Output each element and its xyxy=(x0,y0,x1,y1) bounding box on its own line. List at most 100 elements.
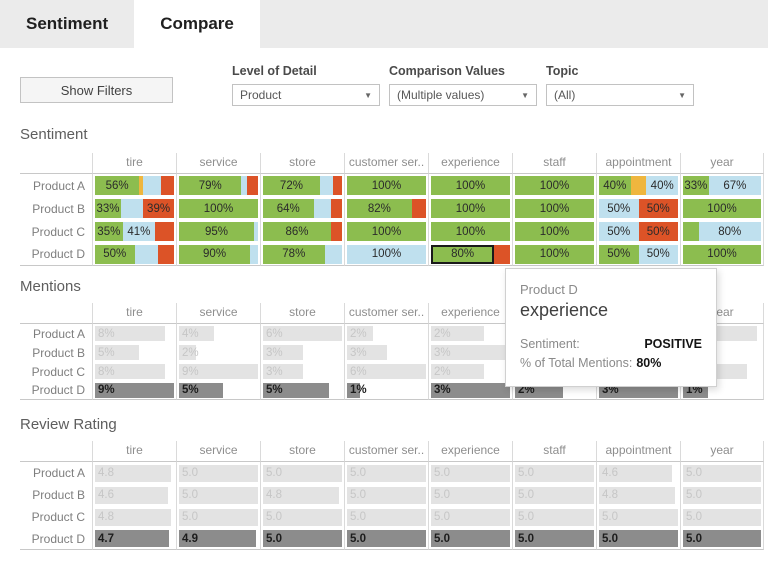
table-cell[interactable]: 5% xyxy=(260,381,344,400)
table-cell[interactable]: 4.8 xyxy=(92,506,176,528)
sentiment-bar-segment[interactable]: 100% xyxy=(347,244,426,264)
table-cell[interactable]: 100% xyxy=(428,220,512,243)
table-cell[interactable]: 2% xyxy=(428,362,512,381)
sentiment-bar-segment[interactable]: 50% xyxy=(638,244,678,264)
topic-dropdown[interactable]: (All) ▼ xyxy=(546,84,694,106)
sentiment-bar-segment[interactable] xyxy=(160,176,174,195)
table-cell[interactable]: 1% xyxy=(344,381,428,400)
sentiment-bar-segment[interactable]: 82% xyxy=(347,199,412,218)
table-cell[interactable]: 5.0 xyxy=(260,462,344,484)
table-cell[interactable]: 100% xyxy=(344,174,428,197)
review-bar[interactable] xyxy=(179,464,258,482)
sentiment-bar-segment[interactable]: 100% xyxy=(683,244,761,264)
sentiment-bar-segment[interactable]: 90% xyxy=(179,244,251,264)
sentiment-bar-segment[interactable] xyxy=(319,176,333,195)
sentiment-bar-segment[interactable] xyxy=(313,199,331,218)
sentiment-bar-segment[interactable]: 40% xyxy=(646,176,678,195)
mentions-bar[interactable] xyxy=(179,382,224,398)
sentiment-bar-segment[interactable]: 35% xyxy=(95,222,123,241)
sentiment-bar-segment[interactable] xyxy=(683,222,699,241)
mentions-bar[interactable] xyxy=(347,326,374,341)
mentions-bar[interactable] xyxy=(263,326,342,341)
table-cell[interactable]: 100% xyxy=(344,243,428,266)
table-cell[interactable]: 2% xyxy=(176,343,260,362)
table-cell[interactable]: 5.0 xyxy=(176,484,260,506)
review-bar[interactable] xyxy=(599,530,678,547)
table-cell[interactable]: 6% xyxy=(260,324,344,343)
table-cell[interactable]: 50% 50% xyxy=(596,243,680,266)
table-cell[interactable]: 2% xyxy=(428,324,512,343)
table-cell[interactable]: 5.0 xyxy=(176,462,260,484)
table-cell[interactable]: 5.0 xyxy=(428,462,512,484)
mentions-bar[interactable] xyxy=(347,382,361,398)
sentiment-bar-segment[interactable] xyxy=(494,244,510,264)
table-cell[interactable]: 4.9 xyxy=(176,528,260,550)
sentiment-bar-segment[interactable] xyxy=(246,176,258,195)
review-bar[interactable] xyxy=(263,464,342,482)
table-cell[interactable]: 33% 67% xyxy=(680,174,764,197)
sentiment-bar-segment[interactable] xyxy=(250,244,258,264)
tab-sentiment[interactable]: Sentiment xyxy=(26,14,109,33)
sentiment-bar-segment[interactable] xyxy=(330,222,342,241)
sentiment-bar-segment[interactable]: 100% xyxy=(515,244,594,264)
review-bar[interactable] xyxy=(599,508,678,526)
mentions-bar[interactable] xyxy=(95,326,166,341)
mentions-bar[interactable] xyxy=(263,382,329,398)
table-cell[interactable]: 56% xyxy=(92,174,176,197)
sentiment-bar-segment[interactable] xyxy=(134,244,159,264)
mentions-bar[interactable] xyxy=(179,345,197,360)
sentiment-bar-segment[interactable]: 100% xyxy=(179,199,258,218)
review-bar[interactable] xyxy=(95,464,171,482)
table-cell[interactable]: 100% xyxy=(176,197,260,220)
table-cell[interactable]: 5.0 xyxy=(512,528,596,550)
table-cell[interactable]: 40% 40% xyxy=(596,174,680,197)
table-cell[interactable]: 5% xyxy=(92,343,176,362)
sentiment-bar-segment[interactable] xyxy=(630,176,647,195)
mentions-bar[interactable] xyxy=(347,345,387,360)
table-cell[interactable]: 82% xyxy=(344,197,428,220)
review-bar[interactable] xyxy=(431,464,510,482)
sentiment-bar-segment[interactable]: 50% xyxy=(599,199,639,218)
table-cell[interactable]: 5.0 xyxy=(344,506,428,528)
sentiment-bar-segment[interactable]: 56% xyxy=(95,176,140,195)
review-bar[interactable] xyxy=(179,508,258,526)
sentiment-bar-segment[interactable] xyxy=(411,199,426,218)
table-cell[interactable]: 5.0 xyxy=(680,528,764,550)
table-cell[interactable]: 100% xyxy=(512,197,596,220)
table-cell[interactable]: 8% xyxy=(92,362,176,381)
show-filters-button[interactable]: Show Filters xyxy=(20,77,173,103)
table-cell[interactable]: 100% xyxy=(512,220,596,243)
comparison-values-dropdown[interactable]: (Multiple values) ▼ xyxy=(389,84,537,106)
sentiment-bar-segment[interactable]: 95% xyxy=(179,222,255,241)
review-bar[interactable] xyxy=(179,486,258,504)
review-bar[interactable] xyxy=(515,530,594,547)
sentiment-bar-segment[interactable]: 40% xyxy=(599,176,631,195)
sentiment-bar-segment[interactable]: 100% xyxy=(431,222,510,241)
sentiment-bar-segment[interactable] xyxy=(324,244,342,264)
table-cell[interactable]: 8% xyxy=(92,324,176,343)
table-cell[interactable]: 5.0 xyxy=(260,528,344,550)
table-cell[interactable]: 79% xyxy=(176,174,260,197)
table-cell[interactable]: 100% xyxy=(680,243,764,266)
table-cell[interactable]: 72% xyxy=(260,174,344,197)
sentiment-bar-segment[interactable] xyxy=(139,176,144,195)
sentiment-bar-segment[interactable]: 100% xyxy=(347,222,426,241)
sentiment-bar-segment[interactable]: 100% xyxy=(683,199,761,218)
sentiment-bar-segment[interactable]: 100% xyxy=(431,199,510,218)
review-bar[interactable] xyxy=(263,530,342,547)
sentiment-bar-segment[interactable]: 100% xyxy=(515,176,594,195)
table-cell[interactable]: 5.0 xyxy=(512,506,596,528)
table-cell[interactable]: 5.0 xyxy=(260,506,344,528)
table-cell[interactable]: 5.0 xyxy=(344,462,428,484)
table-cell[interactable]: 100% xyxy=(344,220,428,243)
mentions-bar[interactable] xyxy=(95,345,140,360)
mentions-bar[interactable] xyxy=(179,364,258,379)
sentiment-bar-segment[interactable]: 67% xyxy=(708,176,761,195)
table-cell[interactable]: 5.0 xyxy=(512,462,596,484)
review-bar[interactable] xyxy=(431,508,510,526)
mentions-bar[interactable] xyxy=(263,364,303,379)
table-cell[interactable]: 3% xyxy=(260,343,344,362)
review-bar[interactable] xyxy=(599,464,672,482)
review-bar[interactable] xyxy=(95,508,171,526)
mentions-bar[interactable] xyxy=(95,382,174,398)
